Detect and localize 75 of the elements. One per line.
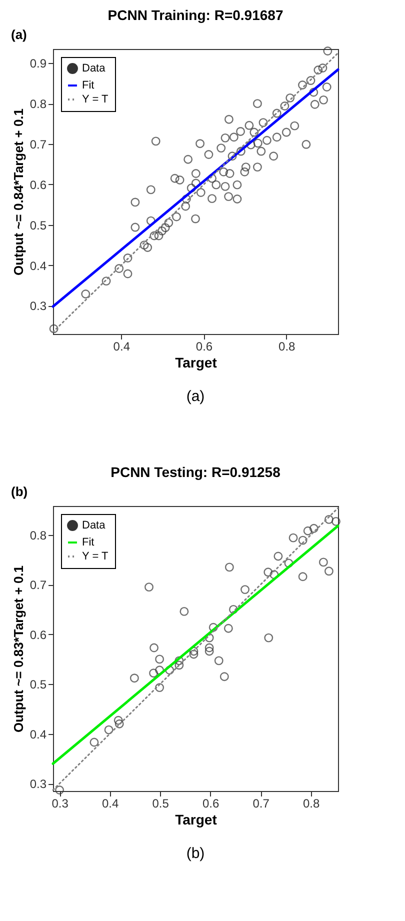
legend-label: Fit (82, 80, 94, 92)
point (264, 568, 273, 577)
text: (a) (11, 27, 27, 42)
text: (b) (11, 484, 28, 499)
point (324, 514, 334, 524)
y-tick-label: 0.4 (30, 727, 47, 742)
y-tick-label: 0.8 (30, 528, 47, 542)
chart-title: PCNN Training: R=0.91687 (108, 7, 284, 23)
point (332, 516, 340, 526)
y-axis-title: Output ~= 0.83*Target + 0.1 (10, 565, 26, 733)
legend-label: Y = T (82, 550, 108, 562)
point (114, 716, 123, 725)
point (155, 683, 164, 692)
point (155, 654, 164, 664)
point (150, 643, 159, 652)
point (180, 606, 189, 616)
point (284, 558, 294, 568)
chart-title: PCNN Testing: R=0.91258 (110, 464, 281, 480)
point (274, 552, 283, 561)
y-axis-title: Output ~= 0.84*Target + 0.1 (10, 108, 26, 276)
point (309, 524, 318, 533)
point (104, 725, 114, 734)
text: (b) (186, 845, 205, 862)
point (318, 558, 328, 567)
y-tick-label: 0.6 (30, 628, 47, 642)
y-tick-label: 0.3 (30, 299, 47, 314)
point (204, 643, 214, 652)
y-tick-label: 0.9 (30, 56, 47, 71)
y-tick-label: 0.7 (30, 138, 47, 152)
legend-label: Y = T (82, 94, 108, 106)
x-tick-label: 0.6 (202, 796, 220, 810)
point (204, 646, 214, 656)
x-tick-label: 0.4 (102, 796, 119, 810)
point (174, 660, 184, 670)
x-tick-label: 0.8 (303, 796, 320, 810)
x-tick-label: 0.8 (278, 340, 296, 354)
text: (a) (186, 388, 205, 405)
legend-label: Data (82, 62, 106, 74)
point (288, 533, 298, 542)
point (220, 672, 229, 682)
point (55, 786, 64, 794)
point (228, 604, 238, 614)
point (298, 536, 308, 545)
point (144, 582, 154, 592)
point (130, 674, 139, 683)
point (90, 738, 99, 747)
point (303, 526, 312, 536)
point (224, 624, 233, 633)
point (174, 656, 184, 666)
x-axis-title: Target (175, 354, 218, 370)
point (224, 562, 234, 572)
point (240, 585, 250, 594)
x-tick-label: 0.5 (152, 796, 170, 810)
point (114, 719, 124, 728)
y-tick-label: 0.7 (30, 578, 47, 592)
point (214, 656, 224, 666)
legend-label: Data (82, 520, 106, 532)
x-tick-label: 0.3 (52, 796, 69, 810)
x-axis-title: Target (175, 812, 218, 828)
legend-label: Fit (82, 536, 94, 548)
x-tick-label: 0.6 (196, 340, 213, 354)
x-tick-label: 0.7 (252, 796, 270, 810)
point (298, 572, 308, 582)
y-tick-label: 0.5 (30, 218, 47, 232)
y-tick-label: 0.4 (30, 258, 47, 273)
x-tick-label: 0.4 (113, 340, 130, 354)
point (264, 633, 274, 642)
y-tick-label: 0.8 (30, 97, 47, 112)
y-tick-label: 0.3 (30, 777, 47, 792)
point (324, 566, 334, 576)
point (208, 622, 218, 632)
point (149, 668, 158, 678)
y-tick-label: 0.6 (30, 178, 47, 192)
point (189, 650, 198, 659)
y-tick-label: 0.5 (30, 678, 47, 692)
